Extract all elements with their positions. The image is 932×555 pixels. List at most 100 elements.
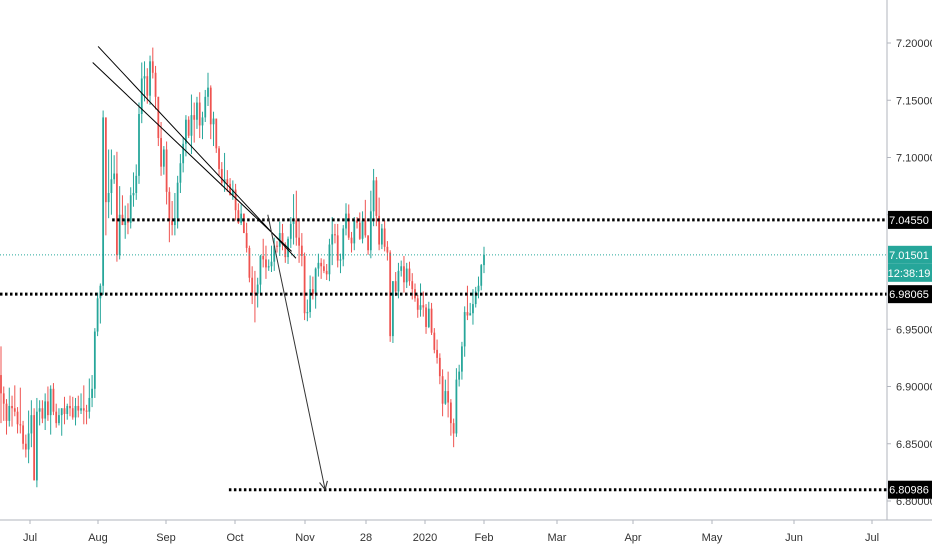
candle (138, 102, 140, 184)
candle (185, 115, 187, 157)
candle-body (5, 403, 8, 421)
candle (375, 176, 378, 227)
candle-body (201, 117, 204, 126)
candle-body (427, 308, 430, 327)
candle-body (196, 102, 198, 120)
candle-body (185, 119, 187, 144)
x-tick-label: Aug (88, 532, 108, 544)
candle (27, 410, 30, 464)
candle-body (212, 118, 215, 125)
candle-body (425, 307, 427, 327)
candle-body (317, 262, 320, 269)
candle-body (411, 281, 414, 290)
candle (162, 146, 165, 175)
candle (380, 223, 383, 250)
candle-body (331, 234, 334, 245)
candle (11, 395, 13, 427)
trendline[interactable] (97, 46, 297, 259)
candle (74, 397, 77, 426)
candle-body (91, 388, 93, 398)
x-tick-label: 2020 (413, 532, 437, 544)
candle (132, 172, 135, 207)
candle-body (237, 210, 240, 223)
candle (2, 386, 5, 421)
candle (77, 395, 80, 418)
candle (449, 399, 452, 436)
candle (215, 118, 218, 153)
candle (353, 217, 356, 251)
candle (193, 102, 196, 143)
y-tick-label: 6.85000 (896, 439, 932, 451)
candle-body (430, 308, 433, 333)
candle (242, 213, 245, 234)
candle-body (392, 281, 394, 337)
candle-body (367, 235, 369, 251)
y-tick-label: 6.90000 (896, 382, 932, 394)
candle-body (405, 268, 408, 283)
y-tick-label: 6.95000 (896, 324, 932, 336)
candle-body (231, 189, 234, 196)
candle (154, 65, 157, 110)
candle-body (408, 268, 411, 282)
candle-body (35, 411, 38, 481)
candle-body (104, 117, 107, 203)
candle-body (452, 423, 455, 434)
candle (427, 301, 430, 329)
candle (328, 238, 331, 282)
candle-body (240, 213, 243, 223)
candle-body (292, 220, 295, 224)
candle-body (466, 312, 469, 316)
candle (358, 212, 361, 240)
candle (403, 255, 405, 293)
candle (118, 186, 121, 260)
candle-body (383, 228, 386, 247)
candle (334, 223, 336, 244)
trendline[interactable] (92, 62, 292, 252)
candle (234, 183, 237, 221)
candle-body (325, 270, 328, 275)
candle (30, 400, 33, 448)
candle-body (251, 277, 254, 293)
candle (372, 168, 375, 227)
level-price-label: 6.98065 (889, 289, 929, 301)
candle-body (116, 173, 118, 255)
candle (80, 393, 82, 414)
candle-body (8, 405, 11, 421)
last-price-badge (888, 245, 932, 264)
candle (447, 371, 450, 418)
candle (309, 275, 312, 318)
candle (331, 217, 334, 266)
candle-body (419, 305, 422, 310)
candle-body (334, 234, 336, 236)
candle (461, 341, 463, 380)
candle-body (113, 173, 116, 180)
candle-body (44, 401, 47, 419)
candle (281, 223, 284, 251)
candle-body (102, 117, 105, 286)
candle (262, 238, 265, 268)
x-tick-label: Mar (548, 532, 567, 544)
candle (13, 385, 16, 417)
candle (270, 245, 273, 272)
candle (179, 154, 182, 193)
candle-body (433, 332, 436, 350)
candle-body (339, 259, 342, 261)
candle (345, 203, 347, 236)
candle-body (204, 96, 207, 118)
candle-body (295, 220, 298, 238)
candle (220, 162, 223, 187)
candle-body (394, 281, 397, 292)
candle-body (303, 255, 306, 314)
candle (314, 267, 317, 309)
x-tick-label: Nov (295, 532, 315, 544)
candle (151, 47, 154, 79)
candle (49, 385, 52, 435)
candle (276, 241, 278, 253)
candle-body (63, 408, 66, 414)
candle-body (270, 261, 273, 267)
candle (212, 111, 215, 147)
candle (336, 223, 339, 268)
projection-arrow[interactable] (267, 214, 325, 490)
candle (198, 92, 201, 139)
candle-body (173, 218, 176, 226)
